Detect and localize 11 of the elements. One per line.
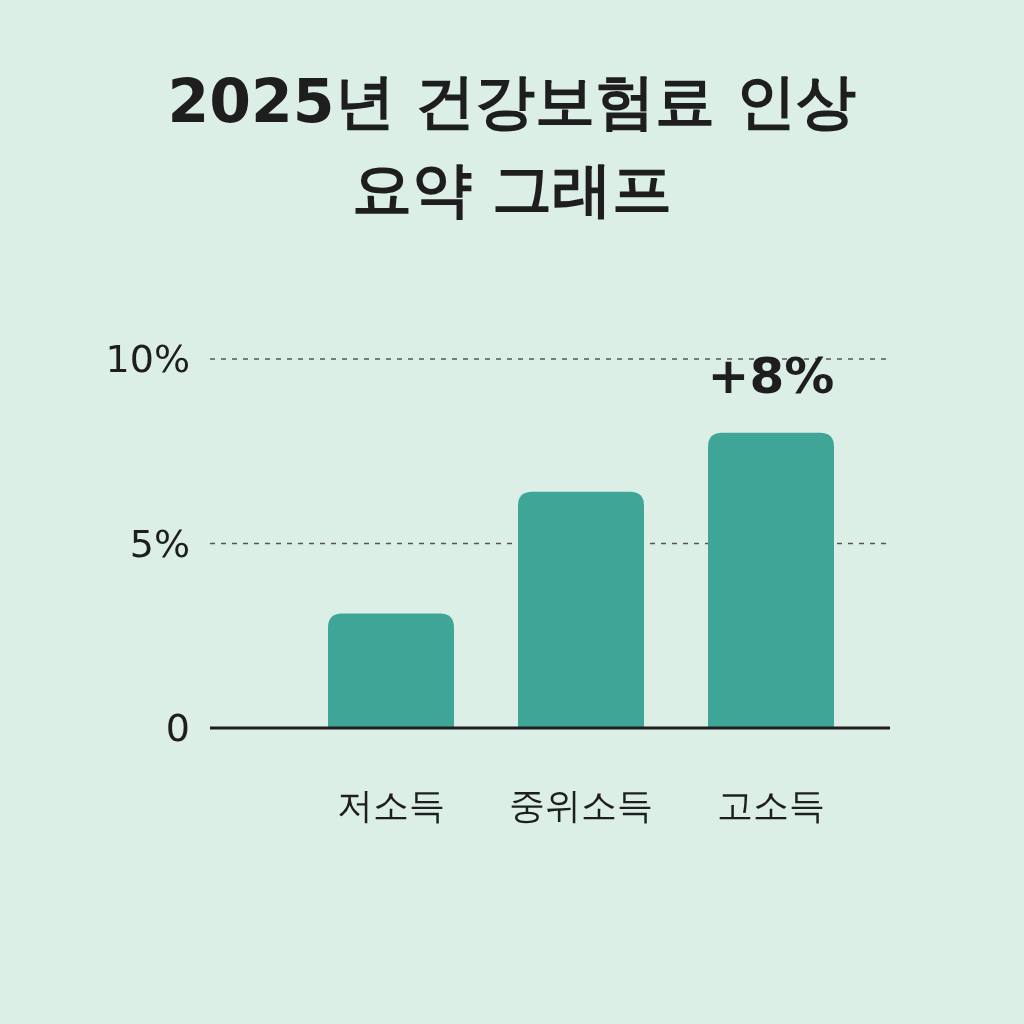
x-tick-label: 중위소득 — [509, 785, 653, 826]
bar — [328, 613, 454, 728]
y-tick-label: 10% — [105, 337, 190, 381]
y-tick-label: 0 — [165, 706, 190, 750]
chart-title: 2025년 건강보험료 인상 요약 그래프 — [167, 66, 857, 224]
bar — [708, 432, 834, 728]
x-tick-label: 고소득 — [717, 785, 825, 826]
x-tick-label: 저소득 — [337, 785, 445, 826]
data-label: +8% — [707, 346, 835, 405]
bar — [518, 491, 644, 728]
y-tick-label: 5% — [129, 521, 190, 566]
